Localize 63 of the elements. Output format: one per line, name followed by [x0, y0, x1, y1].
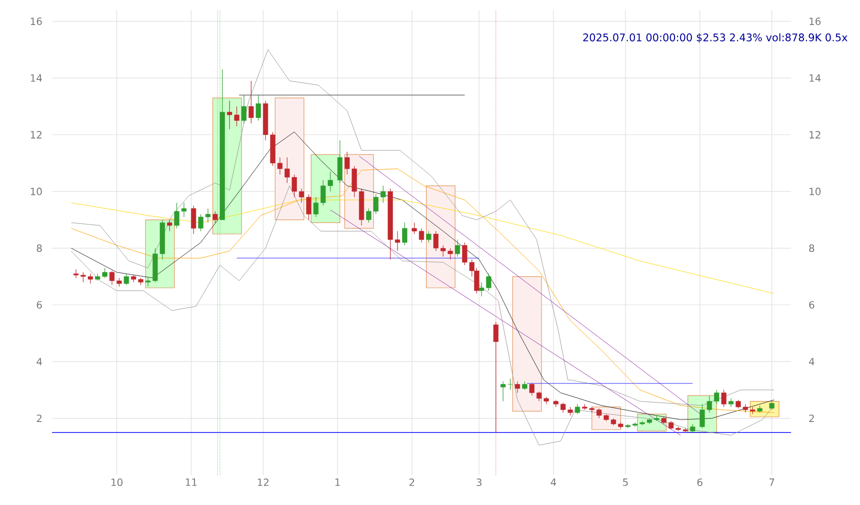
line-series [70, 132, 774, 420]
candlestick [728, 398, 734, 408]
candlestick [212, 211, 218, 223]
candlestick [418, 228, 424, 243]
text: 2025.07.01 00:00:00 $2.53 2.43% vol:878.9K 0.5x [583, 33, 848, 43]
candlestick [124, 273, 129, 286]
candlestick [412, 222, 417, 234]
y-tick-label: 14 [30, 74, 42, 82]
candlestick [337, 140, 342, 184]
x-tick-label: 5 [623, 478, 628, 486]
x-tick-label: 7 [769, 478, 774, 486]
y2-tick-label: 4 [809, 358, 814, 366]
candlestick [500, 381, 506, 402]
candlestick [380, 185, 386, 204]
y-tick-label: 4 [36, 358, 42, 366]
x-tick-label: 10 [112, 478, 122, 486]
candlestick [241, 94, 246, 124]
candlestick [402, 222, 408, 246]
candlestick [256, 94, 261, 121]
y2-tick-label: 6 [809, 301, 814, 309]
candlestick [73, 269, 79, 278]
x-tick-label: 12 [258, 478, 268, 486]
y2-tick-label: 16 [810, 18, 821, 26]
y-tick-label: 12 [30, 131, 42, 138]
candlestick [529, 382, 534, 396]
y2-tick-label: 12 [810, 131, 820, 138]
candlestick [486, 273, 492, 291]
candlestick [109, 270, 115, 286]
candlestick [478, 282, 484, 297]
candlestick [394, 230, 400, 252]
x-tick-label: 11 [186, 478, 197, 486]
candlestick [313, 196, 318, 218]
candlestick [454, 239, 460, 257]
candlestick [191, 205, 196, 234]
candlestick [514, 381, 520, 394]
candlestick [145, 278, 151, 287]
line-series [70, 200, 774, 294]
x-tick-label: 3 [476, 478, 482, 486]
x-tick-label: 4 [550, 478, 556, 486]
bar [512, 276, 542, 412]
y-tick-label: 8 [36, 244, 42, 252]
y2-tick-label: 14 [810, 74, 821, 82]
y-tick-label: 6 [36, 301, 42, 309]
y2-tick-label: 10 [810, 188, 821, 196]
candlestick [714, 390, 720, 404]
candlestick [508, 378, 513, 390]
y2-tick-label: 8 [809, 244, 814, 252]
candlestick [426, 230, 432, 243]
candlestick [248, 80, 254, 124]
x-tick-label: 1 [335, 478, 340, 486]
line-series [70, 168, 774, 413]
candlestick [721, 390, 726, 408]
y-tick-label: 10 [30, 188, 42, 196]
y-tick-label: 2 [36, 414, 42, 422]
candlestick [574, 404, 580, 414]
line-series [70, 49, 774, 406]
candlestick [433, 230, 438, 252]
candlestick [167, 220, 172, 232]
y2-tick-label: 2 [809, 414, 814, 422]
x-tick-label: 2 [409, 478, 414, 486]
y-tick-label: 16 [30, 18, 42, 26]
x-tick-label: 6 [697, 478, 702, 486]
bar [274, 98, 304, 220]
